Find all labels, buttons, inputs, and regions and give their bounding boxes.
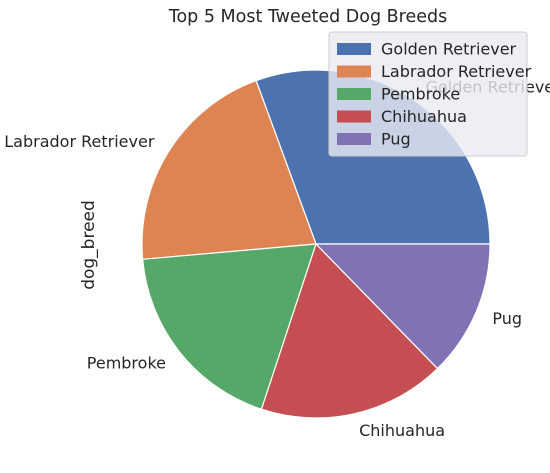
legend-label-labrador-retriever: Labrador Retriever xyxy=(381,62,532,81)
legend-swatch-chihuahua xyxy=(337,110,371,123)
pie-slice-pembroke xyxy=(142,243,317,410)
legend-swatch-pug xyxy=(337,133,371,145)
legend-label-golden-retriever: Golden Retriever xyxy=(381,40,517,59)
legend: Golden Retriever Labrador Retriever Pembro… xyxy=(328,31,532,157)
chart-title: Top 5 Most Tweeted Dog Breeds xyxy=(168,7,448,27)
pie-slices xyxy=(141,69,491,419)
slice-label-pug: Pug xyxy=(492,309,522,328)
pie-slice-labrador-retriever xyxy=(141,80,317,260)
legend-swatch-pembroke xyxy=(337,88,371,100)
slice-label-labrador-retriever: Labrador Retriever xyxy=(4,132,155,151)
y-axis-label: dog_breed xyxy=(79,200,99,290)
pie-slice-chihuahua xyxy=(260,243,439,419)
slice-label-chihuahua: Chihuahua xyxy=(359,421,445,440)
legend-label-pembroke: Pembroke xyxy=(381,85,460,104)
slice-label-pembroke: Pembroke xyxy=(87,353,166,372)
legend-label-pug: Pug xyxy=(381,130,411,149)
pie-slice-pug xyxy=(315,243,491,370)
legend-swatch-golden-retriever xyxy=(337,43,371,55)
legend-entries: Golden Retriever Labrador Retriever Pembro… xyxy=(337,40,532,149)
legend-swatch-labrador-retriever xyxy=(337,65,371,78)
legend-label-chihuahua: Chihuahua xyxy=(381,107,467,126)
legend-box xyxy=(328,31,528,157)
